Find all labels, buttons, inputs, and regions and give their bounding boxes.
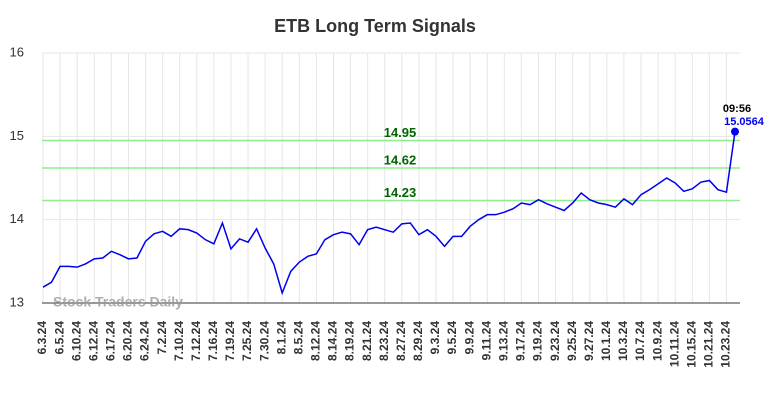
x-tick-label: 7.10.24 <box>172 321 186 361</box>
x-tick-label: 9.11.24 <box>479 321 493 361</box>
signal-label: 14.23 <box>384 185 417 200</box>
x-tick-label: 9.5.24 <box>445 321 459 355</box>
chart-title: ETB Long Term Signals <box>274 16 476 36</box>
x-tick-label: 7.25.24 <box>240 321 254 361</box>
x-tick-label: 10.15.24 <box>684 321 698 368</box>
x-tick-label: 9.19.24 <box>531 321 545 361</box>
last-point <box>731 127 739 136</box>
x-tick-label: 8.27.24 <box>394 321 408 361</box>
x-tick-label: 8.21.24 <box>360 321 374 361</box>
x-tick-label: 6.17.24 <box>104 321 118 361</box>
x-tick-label: 8.1.24 <box>274 321 288 355</box>
x-tick-label: 7.19.24 <box>223 321 237 361</box>
x-tick-label: 10.3.24 <box>616 321 630 361</box>
x-tick-label: 9.3.24 <box>428 321 442 355</box>
x-tick-label: 10.11.24 <box>667 321 681 367</box>
x-tick-label: 9.27.24 <box>582 321 596 361</box>
x-tick-label: 9.9.24 <box>462 321 476 355</box>
x-tick-label: 6.20.24 <box>121 321 135 361</box>
signal-label: 14.62 <box>384 152 417 167</box>
y-tick-label: 15 <box>10 128 24 143</box>
price-line <box>42 131 736 296</box>
x-tick-label: 9.23.24 <box>548 321 562 361</box>
x-tick-label: 9.13.24 <box>497 321 511 361</box>
x-tick-label: 6.12.24 <box>86 321 100 361</box>
x-tick-label: 8.19.24 <box>343 321 357 361</box>
x-tick-label: 8.12.24 <box>309 321 323 361</box>
x-tick-label: 8.29.24 <box>411 321 425 361</box>
x-tick-label: 9.17.24 <box>514 321 528 361</box>
x-tick-label: 8.23.24 <box>377 321 391 361</box>
y-tick-label: 14 <box>10 211 24 226</box>
x-tick-label: 10.1.24 <box>599 321 613 361</box>
last-value: 15.0564 <box>724 116 765 128</box>
x-tick-label: 7.2.24 <box>155 321 169 355</box>
x-tick-label: 9.25.24 <box>565 321 579 361</box>
y-tick-label: 13 <box>10 294 24 309</box>
x-tick-label: 10.23.24 <box>719 321 733 368</box>
last-time: 09:56 <box>723 103 751 115</box>
signal-label: 14.95 <box>384 125 417 140</box>
x-tick-label: 7.12.24 <box>189 321 203 361</box>
watermark: Stock Traders Daily <box>53 294 183 310</box>
x-tick-label: 10.7.24 <box>633 321 647 361</box>
x-tick-label: 10.9.24 <box>650 321 664 361</box>
x-tick-label: 10.21.24 <box>702 321 716 368</box>
x-tick-label: 6.24.24 <box>138 321 152 361</box>
x-tick-label: 7.30.24 <box>257 321 271 361</box>
y-tick-label: 16 <box>10 44 24 59</box>
x-tick-label: 8.14.24 <box>326 321 340 361</box>
x-tick-label: 7.16.24 <box>206 321 220 361</box>
x-tick-label: 8.5.24 <box>291 321 305 355</box>
x-tick-label: 6.5.24 <box>52 321 66 355</box>
x-tick-label: 6.10.24 <box>69 321 83 361</box>
x-tick-label: 6.3.24 <box>35 321 49 355</box>
